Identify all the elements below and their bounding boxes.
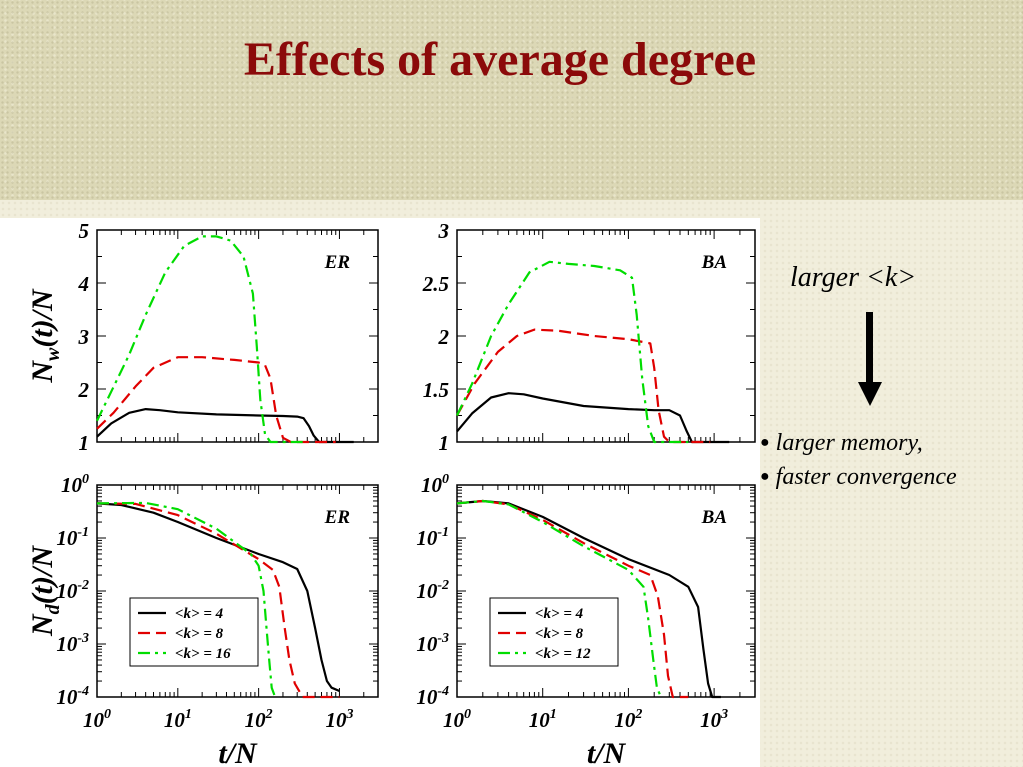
y-tick-label: 1.5	[423, 378, 449, 402]
bullet-larger-memory: ● larger memory,	[760, 430, 923, 457]
figure-background	[0, 218, 760, 767]
x-tick-label: 102	[614, 707, 642, 732]
y-tick-label: 2	[438, 325, 450, 349]
y-tick-label: 10-4	[416, 684, 449, 709]
series-line-red	[96, 502, 340, 699]
y-axis-label: Nw(t)/N	[26, 288, 64, 384]
series-line-black	[456, 392, 730, 444]
y-tick-label: 100	[61, 472, 89, 497]
legend-box	[129, 597, 259, 667]
series-line-black	[96, 408, 354, 444]
series-line-green	[96, 501, 277, 698]
figure-panels: 1 2 3 4 5 ER Nw(t)/N 1 1.5 2 2.5 3 BA 100 10-1 10-2 10-3…	[26, 219, 756, 767]
series-line-black	[96, 502, 340, 693]
x-axis-label: t/N	[587, 737, 627, 767]
legend-label: <k> = 16	[175, 646, 231, 662]
bullet-dot-icon: ●	[760, 434, 770, 451]
legend-label: <k> = 12	[535, 646, 591, 662]
panel-annotation: BA	[701, 252, 727, 273]
y-tick-label: 1	[79, 431, 90, 455]
y-tick-label: 10-1	[56, 525, 89, 550]
x-tick-label: 102	[245, 707, 273, 732]
down-arrow-head-icon	[858, 382, 882, 406]
y-tick-label: 10-3	[416, 631, 449, 656]
bullet-text: larger memory,	[775, 430, 923, 456]
panel-annotation: ER	[324, 507, 350, 528]
legend-label: <k> = 8	[175, 626, 224, 642]
y-tick-label: 100	[421, 472, 449, 497]
slide-title: Effects of average degree	[243, 33, 757, 86]
series-line-green	[456, 260, 689, 444]
legend-label: <k> = 4	[535, 606, 584, 622]
y-tick-label: 2	[78, 378, 90, 402]
y-tick-label: 3	[438, 219, 450, 243]
y-tick-label: 4	[78, 272, 90, 296]
title-band	[0, 0, 1023, 200]
legend-label: <k> = 4	[175, 606, 224, 622]
x-tick-label: 103	[700, 707, 728, 732]
bullet-dot-icon: ●	[760, 468, 770, 485]
series-line-red	[456, 328, 711, 444]
y-tick-label: 5	[79, 219, 90, 243]
x-axis-label: t/N	[218, 737, 258, 767]
y-tick-label: 10-3	[56, 631, 89, 656]
legend-box	[489, 597, 619, 667]
x-tick-label: 103	[325, 707, 353, 732]
x-tick-label: 100	[443, 707, 471, 732]
y-tick-label: 1	[439, 431, 450, 455]
panel-annotation: ER	[324, 252, 350, 273]
legend-label: <k> = 8	[535, 626, 584, 642]
y-tick-label: 3	[78, 325, 90, 349]
y-tick-label: 10-2	[416, 578, 449, 603]
down-arrow-icon	[866, 312, 873, 384]
bullet-faster-convergence: ● faster convergence	[760, 464, 957, 491]
x-tick-label: 101	[164, 707, 192, 732]
y-tick-label: 10-2	[56, 578, 89, 603]
bullet-text: faster convergence	[775, 464, 957, 490]
larger-k-heading: larger <k>	[790, 262, 917, 293]
panel-annotation: BA	[701, 507, 727, 528]
series-line-red	[96, 356, 336, 444]
x-tick-label: 100	[83, 707, 111, 732]
y-tick-label: 10-1	[416, 525, 449, 550]
series-line-red	[456, 499, 689, 699]
y-tick-label: 10-4	[56, 684, 89, 709]
x-tick-label: 101	[529, 707, 557, 732]
y-axis-label: Nd(t)/N	[26, 545, 64, 637]
series-line-green	[96, 235, 308, 444]
y-tick-label: 2.5	[422, 272, 449, 296]
series-line-green	[456, 499, 663, 698]
